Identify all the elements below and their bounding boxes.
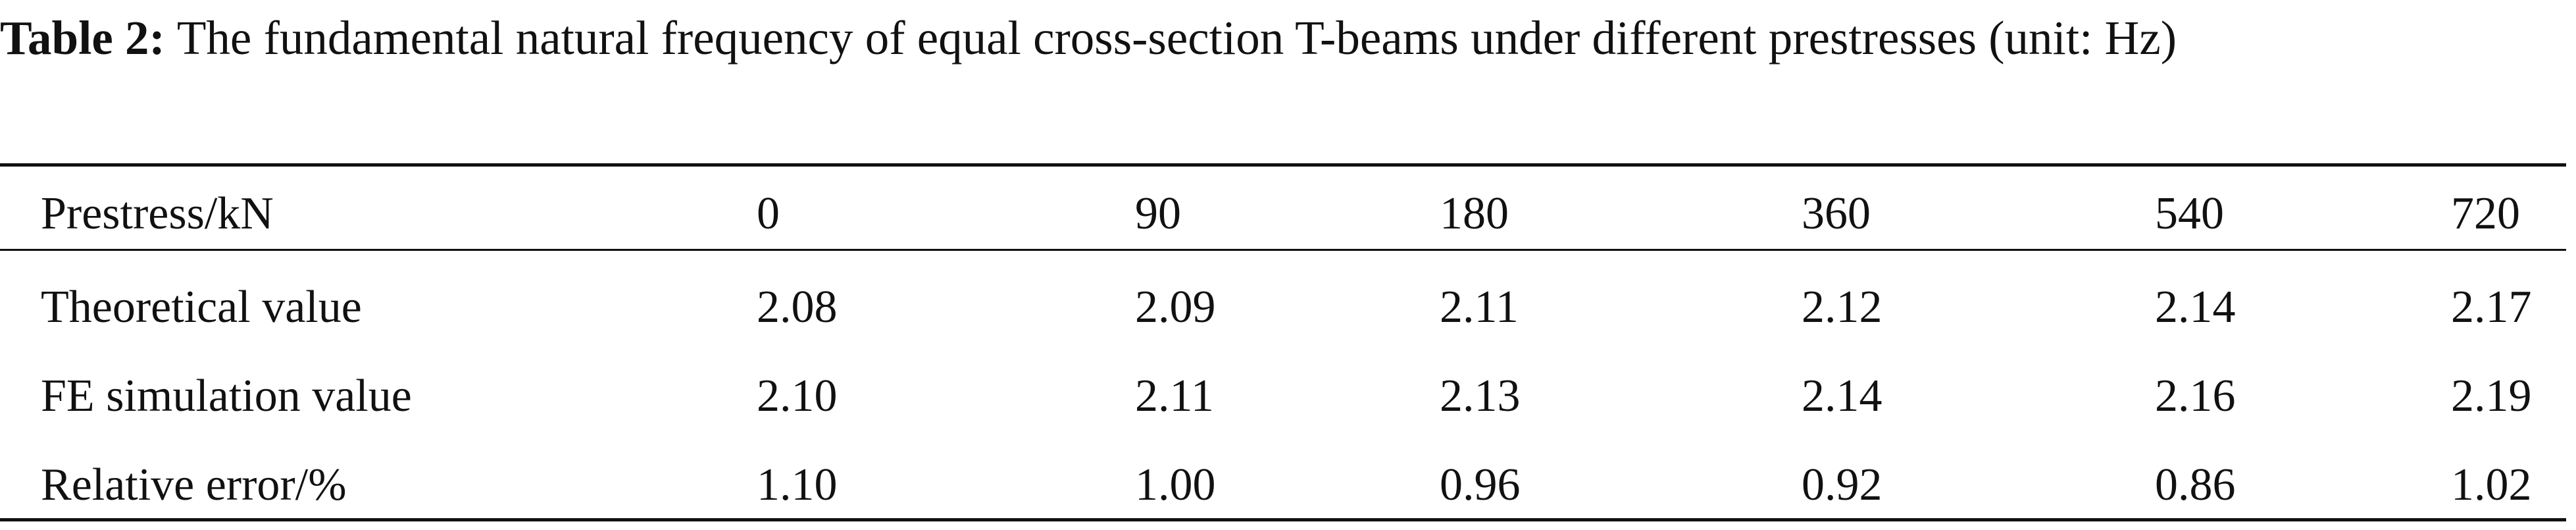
- header-cell: 540: [2155, 188, 2224, 239]
- header-cell: 0: [757, 188, 780, 239]
- top-rule: [0, 163, 2566, 167]
- row-cell: 1.00: [1135, 460, 1216, 510]
- header-cell: 360: [1802, 188, 1871, 239]
- caption-label: Table 2:: [0, 11, 165, 65]
- row-cell: 2.16: [2155, 371, 2236, 421]
- row-cell: 2.14: [1802, 371, 1882, 421]
- header-label: Prestress/kN: [41, 188, 274, 239]
- header-rule: [0, 249, 2566, 251]
- row-cell: 1.10: [757, 460, 838, 510]
- row-label: FE simulation value: [41, 371, 412, 421]
- header-cell: 90: [1135, 188, 1181, 239]
- row-cell: 0.86: [2155, 460, 2236, 510]
- row-cell: 2.10: [757, 371, 838, 421]
- header-cell: 720: [2451, 188, 2520, 239]
- row-cell: 2.14: [2155, 282, 2236, 332]
- row-cell: 2.11: [1135, 371, 1214, 421]
- bottom-rule: [0, 518, 2566, 521]
- row-cell: 2.12: [1802, 282, 1882, 332]
- row-cell: 2.17: [2451, 282, 2532, 332]
- row-cell: 1.02: [2451, 460, 2532, 510]
- row-label: Relative error/%: [41, 460, 347, 510]
- row-label: Theoretical value: [41, 282, 362, 332]
- row-cell: 2.13: [1440, 371, 1521, 421]
- caption-text: The fundamental natural frequency of equ…: [176, 11, 2177, 65]
- row-cell: 2.08: [757, 282, 838, 332]
- row-cell: 2.11: [1440, 282, 1519, 332]
- row-cell: 0.92: [1802, 460, 1882, 510]
- row-cell: 0.96: [1440, 460, 1521, 510]
- header-cell: 180: [1440, 188, 1509, 239]
- caption: Table 2: The fundamental natural frequenc…: [0, 5, 2566, 71]
- row-cell: 2.09: [1135, 282, 1216, 332]
- row-cell: 2.19: [2451, 371, 2532, 421]
